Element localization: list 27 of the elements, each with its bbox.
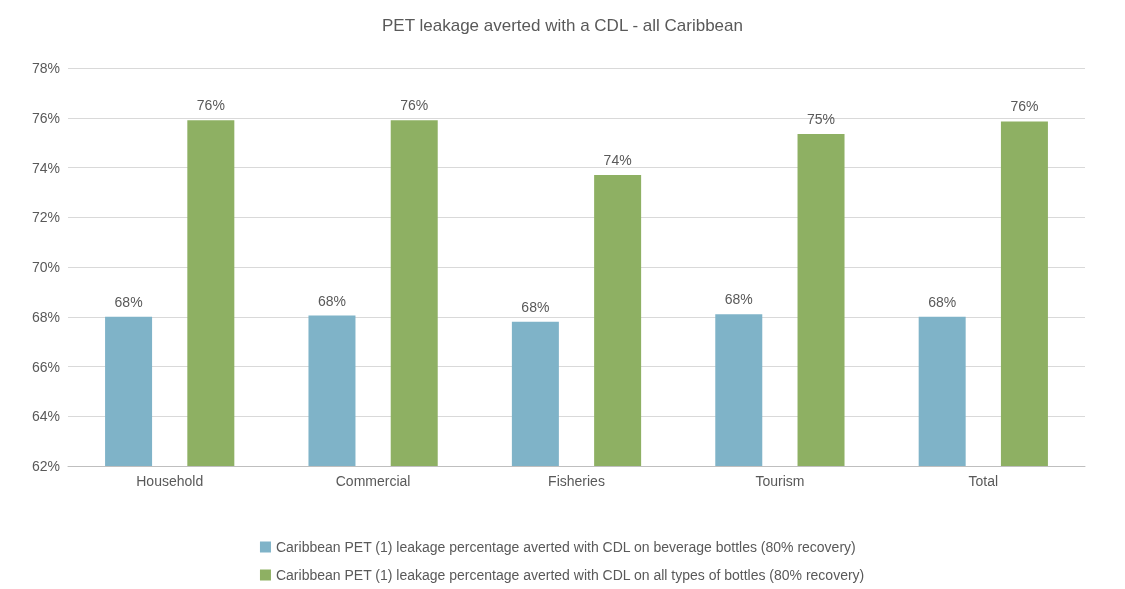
x-tick-label: Total: [968, 473, 999, 489]
legend-label: Caribbean PET (1) leakage percentage averted with CDL on all types of bottles (80% recovery): [275, 567, 865, 583]
data-label: 68%: [928, 293, 957, 310]
y-tick-label: 62%: [31, 458, 60, 474]
y-tick-label: 68%: [31, 308, 60, 325]
legend-label: Caribbean PET (1) leakage percentage averted with CDL on beverage bottles (80% recovery): [275, 539, 856, 555]
x-tick-label: Fisheries: [548, 473, 605, 489]
data-label: 75%: [807, 110, 836, 127]
y-tick-label: 78%: [31, 60, 60, 76]
data-label: 74%: [603, 151, 632, 168]
chart-title: PET leakage averted with a CDL - all Caribbean: [382, 16, 743, 35]
y-tick-label: 70%: [31, 259, 60, 275]
y-tick-label: 64%: [31, 408, 60, 425]
y-tick-label: 76%: [31, 109, 60, 126]
y-tick-label: 74%: [31, 159, 60, 176]
x-tick-label: Commercial: [335, 473, 411, 489]
y-tick-label: 72%: [31, 209, 60, 226]
data-label: 68%: [521, 298, 550, 315]
x-tick-label: Tourism: [755, 473, 805, 489]
data-label: 68%: [724, 291, 753, 308]
data-label: 76%: [1010, 98, 1039, 115]
data-label: 76%: [196, 97, 225, 114]
data-label: 68%: [317, 292, 346, 309]
x-tick-label: Household: [136, 473, 204, 489]
data-label: 68%: [114, 293, 143, 310]
y-tick-label: 66%: [31, 358, 60, 375]
data-label: 76%: [400, 97, 429, 114]
